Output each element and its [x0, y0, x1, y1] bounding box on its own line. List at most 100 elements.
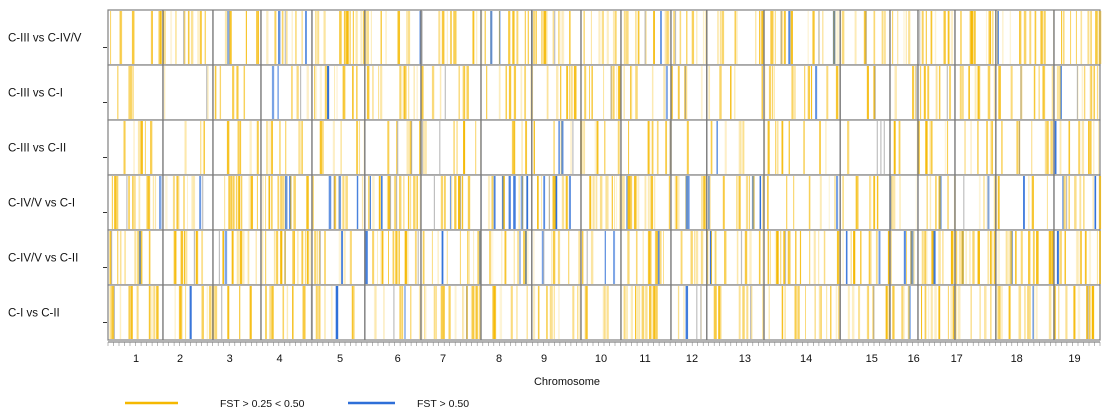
fst-moderate-mark [822, 11, 824, 64]
fst-moderate-mark [826, 66, 829, 119]
fst-moderate-mark [656, 231, 658, 284]
fst-moderate-mark [710, 231, 712, 284]
fst-moderate-mark [690, 231, 693, 284]
chromosome-tick-label: 11 [639, 353, 650, 365]
fst-moderate-mark [270, 176, 273, 229]
fst-moderate-mark [708, 176, 710, 229]
window-boundary-mark [202, 176, 204, 229]
fst-moderate-mark [752, 176, 755, 229]
fst-moderate-mark [272, 286, 274, 339]
fst-moderate-mark [747, 176, 748, 229]
fst-moderate-mark [526, 121, 528, 174]
fst-moderate-mark [742, 121, 745, 174]
fst-moderate-mark [381, 231, 384, 284]
fst-moderate-mark [319, 121, 322, 174]
fst-moderate-mark [454, 11, 457, 64]
fst-moderate-mark [1051, 66, 1054, 119]
fst-moderate-mark [231, 231, 234, 284]
fst-moderate-mark [873, 11, 876, 64]
fst-moderate-mark [1061, 11, 1063, 64]
chromosome-tick-label: 5 [337, 353, 343, 365]
fst-high-mark [277, 66, 279, 119]
fst-moderate-mark [513, 121, 516, 174]
fst-moderate-mark [380, 231, 383, 284]
fst-high-mark [381, 176, 383, 229]
fst-moderate-mark [626, 11, 629, 64]
fst-moderate-mark [266, 11, 269, 64]
window-boundary-mark [554, 11, 556, 64]
fst-moderate-mark [489, 231, 492, 284]
fst-moderate-mark [553, 286, 555, 339]
fst-moderate-mark [180, 286, 183, 339]
fst-moderate-mark [443, 11, 445, 64]
fst-moderate-mark [1068, 176, 1070, 229]
fst-moderate-mark [970, 11, 974, 64]
fst-high-mark [419, 11, 421, 64]
window-boundary-mark [700, 286, 702, 339]
fst-moderate-mark [569, 66, 571, 119]
fst-moderate-mark [645, 286, 648, 339]
fst-moderate-mark [292, 231, 295, 284]
fst-moderate-mark [352, 66, 354, 119]
fst-moderate-mark [683, 286, 685, 339]
fst-high-mark [568, 176, 571, 229]
fst-moderate-mark [463, 121, 466, 174]
fst-moderate-mark [113, 176, 116, 229]
fst-moderate-mark [207, 66, 209, 119]
fst-moderate-mark [990, 121, 992, 174]
fst-moderate-mark [847, 121, 849, 174]
fst-moderate-mark [667, 11, 670, 64]
window-boundary-mark [780, 11, 782, 64]
fst-moderate-mark [450, 11, 452, 64]
fst-moderate-mark [987, 231, 990, 284]
fst-moderate-mark [799, 231, 802, 284]
fst-moderate-mark [935, 66, 938, 119]
fst-moderate-mark [559, 11, 561, 64]
fst-high-mark [285, 176, 288, 229]
fst-moderate-mark [923, 66, 926, 119]
fst-moderate-mark [300, 121, 303, 174]
fst-moderate-mark [491, 176, 495, 229]
fst-moderate-mark [589, 66, 591, 119]
fst-moderate-mark [611, 176, 613, 229]
fst-moderate-mark [413, 66, 415, 119]
fst-moderate-mark [1079, 176, 1082, 229]
fst-moderate-mark [603, 286, 607, 339]
fst-moderate-mark [1029, 11, 1032, 64]
fst-moderate-mark [924, 286, 927, 339]
fst-moderate-mark [828, 176, 830, 229]
window-boundary-mark [586, 231, 588, 284]
fst-moderate-mark [413, 176, 416, 229]
fst-moderate-mark [459, 231, 461, 284]
fst-moderate-mark [685, 66, 688, 119]
fst-moderate-mark [473, 231, 475, 284]
fst-moderate-mark [373, 286, 376, 339]
fst-moderate-mark [257, 11, 260, 64]
fst-moderate-mark [691, 11, 695, 64]
fst-moderate-mark [366, 66, 370, 119]
fst-moderate-mark [724, 231, 727, 284]
fst-moderate-mark [236, 231, 239, 284]
fst-moderate-mark [119, 11, 121, 64]
fst-moderate-mark [650, 121, 652, 174]
fst-moderate-mark [715, 286, 717, 339]
fst-moderate-mark [745, 176, 748, 229]
fst-moderate-mark [912, 66, 915, 119]
fst-high-mark [708, 176, 710, 229]
fst-moderate-mark [837, 231, 839, 284]
fst-moderate-mark [938, 286, 940, 339]
window-boundary-mark [444, 66, 446, 119]
fst-moderate-mark [110, 11, 112, 64]
fst-moderate-mark [510, 286, 513, 339]
fst-moderate-mark [915, 176, 917, 229]
fst-moderate-mark [582, 231, 584, 284]
fst-moderate-mark [280, 176, 282, 229]
window-boundary-mark [784, 231, 787, 284]
fst-moderate-mark [516, 11, 519, 64]
fst-moderate-mark [1018, 286, 1022, 339]
fst-moderate-mark [573, 66, 577, 119]
fst-moderate-mark [351, 286, 354, 339]
fst-moderate-mark [525, 121, 527, 174]
fst-moderate-mark [362, 11, 365, 64]
fst-moderate-mark [998, 176, 1000, 229]
